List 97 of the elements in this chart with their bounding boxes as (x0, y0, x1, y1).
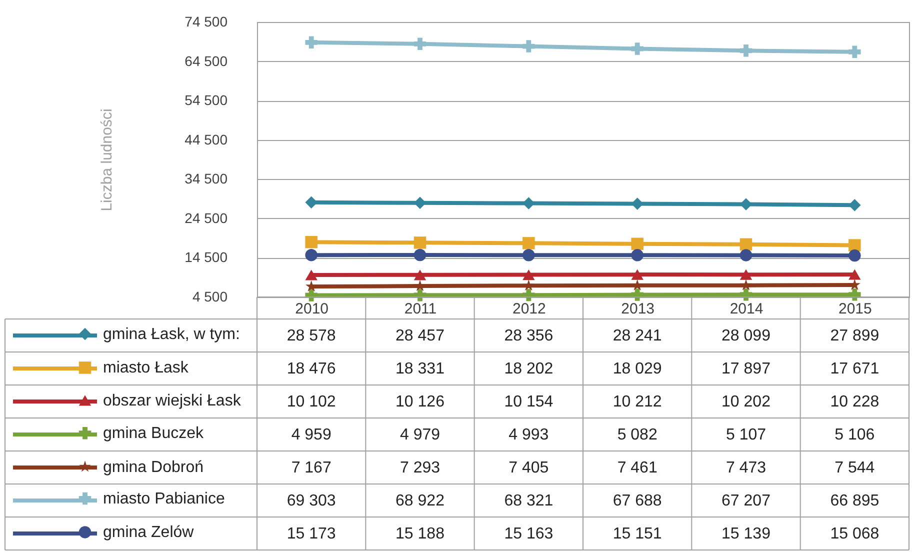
x-tick-label: 2014 (730, 300, 764, 318)
legend-label: obszar wiejski Łask (103, 392, 242, 410)
point (848, 249, 861, 262)
x-tick-label: 2010 (295, 300, 329, 318)
y-tick-label: 54 500 (184, 92, 228, 108)
y-tick-label: 74 500 (184, 14, 228, 30)
data-label: 17 897 (722, 360, 771, 378)
data-label: 10 212 (612, 394, 662, 410)
point (848, 288, 861, 301)
point (522, 237, 535, 250)
data-label: 28 241 (612, 328, 662, 344)
point (848, 239, 861, 252)
data-label: 15 068 (830, 526, 880, 542)
data-label: 5 082 (617, 426, 658, 444)
data-label: 4 959 (291, 426, 332, 444)
legend-label: gmina Dobroń (103, 458, 204, 476)
data-label: 10 126 (396, 394, 445, 410)
x-tick-label: 2015 (838, 300, 872, 318)
y-tick-label: 14 500 (184, 249, 228, 266)
point (305, 248, 318, 262)
data-label: 67 688 (612, 492, 662, 510)
data-label: 28 099 (722, 328, 771, 344)
point (631, 249, 644, 262)
point (305, 270, 318, 280)
data-label: 7 461 (617, 460, 658, 476)
data-label: 15 173 (286, 526, 336, 542)
point (305, 36, 318, 49)
point (740, 269, 752, 280)
data-label: 15 188 (396, 526, 445, 542)
x-tick-label: 2013 (621, 300, 655, 318)
point (522, 249, 535, 262)
data-label: 15 139 (722, 526, 771, 542)
point (305, 289, 318, 302)
data-label: 15 151 (612, 526, 662, 542)
point (414, 248, 426, 262)
y-tick-label: 4 500 (192, 288, 228, 304)
data-label: 18 202 (504, 360, 554, 378)
data-label: 4 993 (508, 426, 549, 444)
data-label: 69 303 (286, 492, 336, 510)
point (522, 40, 535, 52)
data-label: 18 029 (612, 360, 662, 378)
point (740, 44, 752, 57)
point (522, 288, 535, 302)
y-axis-title: Liczba ludności (98, 108, 116, 212)
point (305, 196, 318, 209)
point (740, 238, 752, 250)
data-label: 5 107 (726, 426, 766, 444)
data-label: 4 979 (400, 426, 440, 444)
data-label: 67 207 (722, 492, 771, 510)
data-label: 10 228 (830, 394, 880, 410)
point (848, 198, 861, 212)
data-label: 27 899 (830, 328, 880, 344)
data-label: 10 102 (286, 394, 336, 410)
point (848, 46, 861, 58)
data-label: 18 476 (286, 360, 336, 378)
x-tick-label: 2011 (404, 300, 437, 318)
data-label: 28 457 (396, 328, 445, 344)
data-label: 10 154 (504, 394, 554, 410)
data-label: 68 922 (396, 492, 445, 510)
point (740, 288, 752, 301)
data-label: 17 671 (830, 360, 880, 378)
data-label: 5 106 (834, 426, 875, 444)
legend-label: gmina Łask, w tym: (103, 326, 240, 343)
point (631, 42, 644, 55)
legend-label: miasto Pabianice (103, 490, 225, 508)
data-label: 18 331 (396, 360, 445, 378)
point (740, 249, 752, 262)
data-label: 10 202 (722, 394, 771, 410)
y-tick-label: 64 500 (184, 52, 228, 69)
point (414, 270, 426, 280)
legend-label: gmina Zelów (103, 524, 194, 542)
point (522, 279, 534, 291)
data-label: 7 167 (291, 460, 332, 476)
legend-label: gmina Buczek (103, 425, 204, 442)
point (305, 236, 318, 248)
point (414, 38, 426, 50)
y-tick-label: 24 500 (184, 210, 228, 226)
data-label: 15 163 (504, 526, 554, 542)
data-label: 68 321 (504, 492, 554, 510)
y-tick-label: 44 500 (184, 131, 228, 148)
data-label: 7 473 (726, 460, 766, 476)
point (522, 269, 535, 280)
data-label: 28 578 (286, 328, 336, 344)
legend-label: miasto Łask (103, 360, 190, 377)
point (631, 238, 644, 250)
point (848, 269, 861, 280)
data-label: 7 544 (834, 460, 875, 476)
point (414, 236, 426, 249)
x-tick-label: 2012 (512, 300, 546, 318)
y-tick-label: 34 500 (184, 170, 228, 187)
data-label: 28 356 (504, 328, 554, 344)
point (631, 269, 644, 280)
point (631, 288, 644, 301)
data-label: 7 405 (508, 460, 549, 476)
point (740, 279, 752, 290)
data-label: 66 895 (830, 492, 880, 510)
data-label: 7 293 (400, 460, 440, 476)
